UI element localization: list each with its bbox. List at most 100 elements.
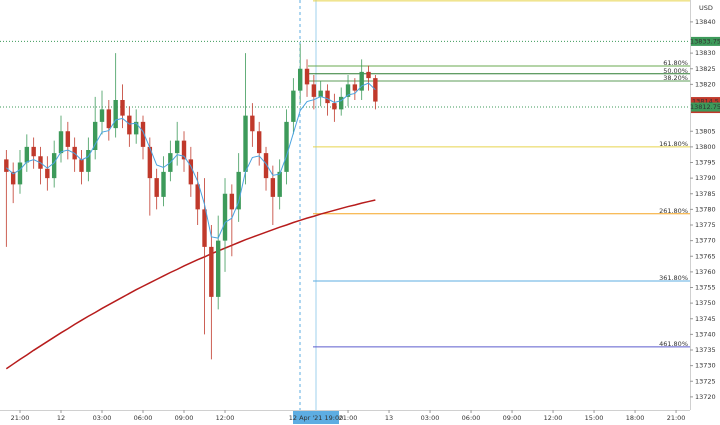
fib-label: 261.80% xyxy=(659,207,688,215)
y-tick-label: 13780 xyxy=(695,205,716,213)
candle-body xyxy=(140,121,146,147)
y-tick-label: 13735 xyxy=(695,346,716,354)
candle-body xyxy=(10,171,16,185)
candle-body xyxy=(215,240,221,297)
y-tick-label: 13830 xyxy=(695,49,716,57)
candle-body xyxy=(127,115,132,135)
candle-body xyxy=(31,146,36,157)
candle-body xyxy=(311,84,317,97)
y-tick-label: 13800 xyxy=(695,143,716,151)
y-tick-label: 13785 xyxy=(695,190,716,198)
candle-body xyxy=(133,121,139,135)
y-tick-label: 13730 xyxy=(695,362,716,370)
candle-body xyxy=(92,121,98,150)
candle-body xyxy=(45,168,50,179)
x-tick-label: 12:00 xyxy=(544,414,563,422)
x-tick-label: 09:00 xyxy=(503,414,522,422)
candle-body xyxy=(250,115,255,132)
y-tick-label: 13805 xyxy=(695,127,716,135)
price-label: 13814.5 xyxy=(692,98,719,106)
candle-body xyxy=(154,178,159,197)
y-tick-label: 13840 xyxy=(695,18,716,26)
candle-body xyxy=(4,159,9,172)
candle-body xyxy=(79,159,84,172)
price-label-box xyxy=(691,36,720,46)
candle-body xyxy=(256,131,262,154)
y-tick-label: 13775 xyxy=(695,221,716,229)
fib-label: 61.80% xyxy=(663,59,688,67)
x-tick-label: 13 xyxy=(385,414,393,422)
candle-body xyxy=(120,100,125,116)
price-label: 13812.75 xyxy=(690,103,720,111)
candle-body xyxy=(113,100,118,129)
candle-body xyxy=(332,103,337,110)
y-tick-label: 13755 xyxy=(695,284,716,292)
candle-body xyxy=(373,78,378,102)
y-tick-label: 13760 xyxy=(695,268,716,276)
fib-label: 361.80% xyxy=(659,274,688,282)
candle-body xyxy=(345,84,351,97)
x-tick-label: 06:00 xyxy=(134,414,153,422)
candle-body xyxy=(195,184,200,210)
candle-body xyxy=(209,246,214,297)
candle-body xyxy=(188,159,194,185)
candle-body xyxy=(222,193,228,241)
candle-body xyxy=(359,71,364,91)
x-tick-label: 12 xyxy=(57,414,65,422)
candle-body xyxy=(86,150,91,172)
x-tick-label: 06:00 xyxy=(462,414,481,422)
candle-body xyxy=(161,171,166,197)
candle-body xyxy=(58,131,64,154)
candle-body xyxy=(51,153,57,179)
x-tick-label: 12:00 xyxy=(216,414,235,422)
fib-label: 50.00% xyxy=(663,67,688,75)
candle-body xyxy=(366,71,371,79)
y-tick-label: 13770 xyxy=(695,237,716,245)
x-tick-label: 21:00 xyxy=(339,414,358,422)
x-tick-label: 18:00 xyxy=(626,414,645,422)
candle-body xyxy=(243,115,248,172)
y-tick-label: 13825 xyxy=(695,65,716,73)
candle-body xyxy=(202,209,207,247)
moving-average xyxy=(5,199,376,370)
candle-body xyxy=(181,140,187,160)
candle-body xyxy=(284,121,289,172)
candle-body xyxy=(270,178,276,197)
candle-body xyxy=(325,90,330,104)
currency: USD xyxy=(699,4,713,12)
price-label-box xyxy=(691,102,720,112)
candle-body xyxy=(24,146,30,163)
candle-body xyxy=(318,90,323,97)
crosshair-label: 12 Apr '21 19:00 xyxy=(289,414,344,422)
moving-average xyxy=(6,82,376,239)
candle-body xyxy=(147,146,153,179)
candle-body xyxy=(99,109,105,122)
x-tick-label: 09:00 xyxy=(175,414,194,422)
candle-body xyxy=(229,193,235,210)
x-tick-label: 03:00 xyxy=(93,414,112,422)
candle-body xyxy=(291,90,296,122)
x-tick-label: 21:00 xyxy=(667,414,686,422)
candle-body xyxy=(174,140,180,154)
candle-body xyxy=(17,162,23,185)
candle-body xyxy=(236,171,241,210)
x-tick-label: 21:00 xyxy=(11,414,30,422)
fib-label: 38.20% xyxy=(663,74,688,82)
candle-body xyxy=(106,109,112,129)
y-tick-label: 13820 xyxy=(695,80,716,88)
candle-body xyxy=(65,131,71,147)
x-tick-label: 03:00 xyxy=(421,414,440,422)
fib-label: 461.80% xyxy=(659,340,688,348)
candle-body xyxy=(297,68,303,91)
candle-body xyxy=(277,171,282,197)
candle-body xyxy=(352,84,358,91)
y-tick-label: 13725 xyxy=(695,377,716,385)
y-tick-label: 13720 xyxy=(695,393,716,401)
candle-body xyxy=(304,68,310,85)
candle-body xyxy=(263,153,269,179)
y-tick-label: 13790 xyxy=(695,174,716,182)
y-tick-label: 13740 xyxy=(695,330,716,338)
y-tick-label: 13765 xyxy=(695,252,716,260)
y-tick-label: 13750 xyxy=(695,299,716,307)
crosshair-label-box xyxy=(293,411,339,424)
